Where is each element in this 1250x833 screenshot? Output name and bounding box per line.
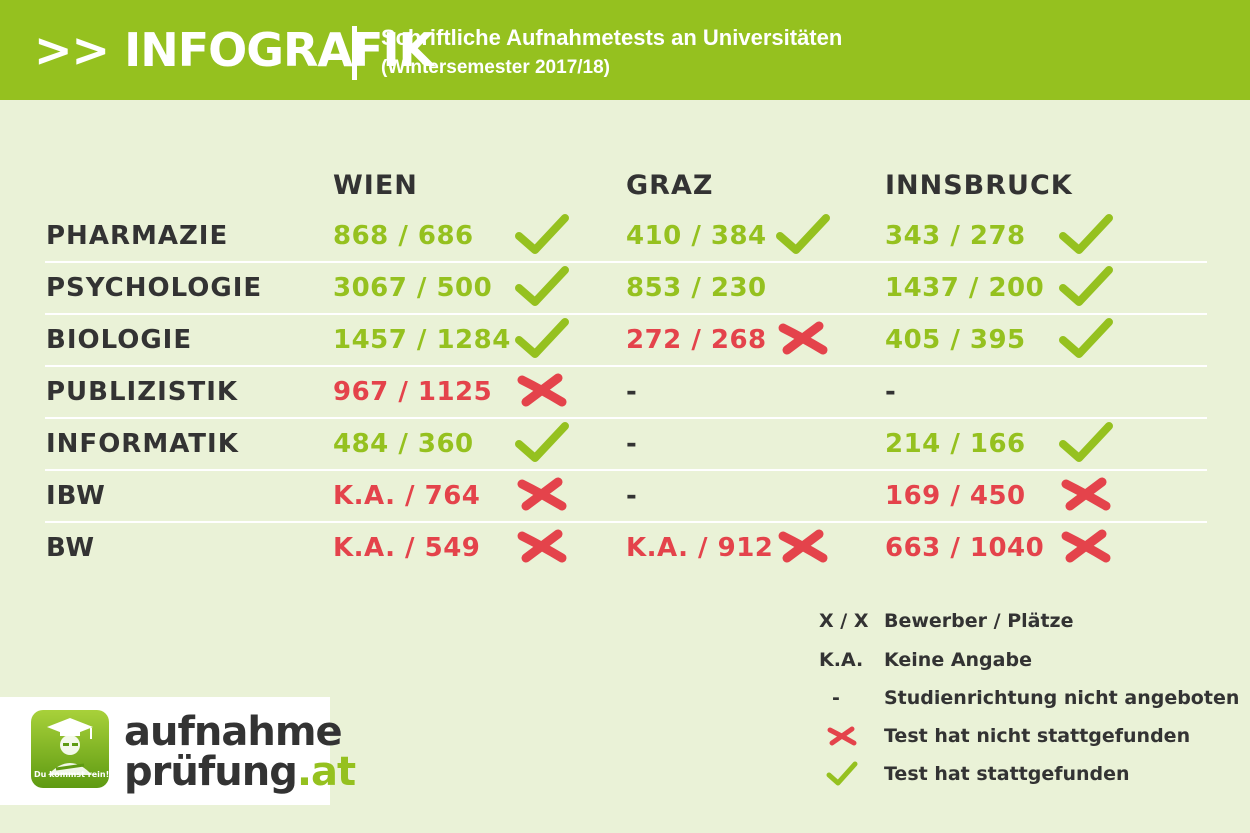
column-header-innsbruck: INNSBRUCK bbox=[885, 170, 1073, 201]
check-icon bbox=[1058, 264, 1114, 310]
logo-wordmark-line2: prüfung.at bbox=[124, 749, 356, 795]
legend-description: Keine Angabe bbox=[884, 649, 1032, 671]
cell-value: 967 / 1125 bbox=[333, 377, 493, 407]
legend-key: X / X bbox=[819, 610, 869, 632]
header-separator bbox=[352, 26, 357, 80]
legend-description: Test hat nicht stattgefunden bbox=[884, 725, 1191, 747]
row-label-bw: BW bbox=[46, 533, 96, 563]
cell-value: K.A. / 764 bbox=[333, 481, 481, 511]
legend-key: K.A. bbox=[819, 649, 864, 671]
cell-value: K.A. / 912 bbox=[626, 533, 774, 563]
cell-value: 484 / 360 bbox=[333, 429, 474, 459]
check-icon bbox=[514, 264, 570, 310]
check-icon bbox=[775, 212, 831, 258]
cross-icon bbox=[514, 524, 570, 570]
cell-value: 663 / 1040 bbox=[885, 533, 1045, 563]
cell-value: 405 / 395 bbox=[885, 325, 1026, 355]
legend-check-icon bbox=[826, 760, 858, 788]
check-icon bbox=[1058, 420, 1114, 466]
logo: Du kommst rein! aufnahme prüfung.at bbox=[0, 697, 356, 805]
row-label-psychologie: PSYCHOLOGIE bbox=[46, 273, 263, 303]
cell-value: - bbox=[626, 377, 638, 407]
cell-value: K.A. / 549 bbox=[333, 533, 481, 563]
cell-value: 3067 / 500 bbox=[333, 273, 493, 303]
cell-value: - bbox=[626, 481, 638, 511]
graduate-badge-icon bbox=[31, 710, 109, 788]
row-label-publizistik: PUBLIZISTIK bbox=[46, 377, 239, 407]
cell-value: 214 / 166 bbox=[885, 429, 1026, 459]
cell-value: - bbox=[885, 377, 897, 407]
cell-value: 1437 / 200 bbox=[885, 273, 1045, 303]
row-label-biologie: BIOLOGIE bbox=[46, 325, 193, 355]
legend-cross-icon bbox=[826, 722, 858, 750]
column-header-wien: WIEN bbox=[333, 170, 418, 201]
cross-icon bbox=[775, 524, 831, 570]
cell-value: - bbox=[626, 429, 638, 459]
row-divider bbox=[45, 261, 1207, 263]
row-divider bbox=[45, 417, 1207, 419]
cross-icon bbox=[514, 368, 570, 414]
badge-caption: Du kommst rein! bbox=[34, 770, 110, 779]
cross-icon bbox=[514, 472, 570, 518]
logo-word: prüfung bbox=[124, 749, 298, 795]
check-icon bbox=[1058, 212, 1114, 258]
logo-wordmark-line1: aufnahme bbox=[124, 709, 343, 755]
legend-description: Bewerber / Plätze bbox=[884, 610, 1074, 632]
cross-icon bbox=[1058, 524, 1114, 570]
legend-key: - bbox=[832, 687, 840, 709]
check-icon bbox=[514, 212, 570, 258]
check-icon bbox=[1058, 316, 1114, 362]
cell-value: 868 / 686 bbox=[333, 221, 474, 251]
row-label-informatik: INFORMATIK bbox=[46, 429, 239, 459]
row-label-ibw: IBW bbox=[46, 481, 106, 511]
cell-value: 410 / 384 bbox=[626, 221, 767, 251]
cell-value: 343 / 278 bbox=[885, 221, 1026, 251]
row-divider bbox=[45, 469, 1207, 471]
header-subtitle: Schriftliche Aufnahmetests an Universitä… bbox=[381, 25, 843, 50]
legend-description: Test hat stattgefunden bbox=[884, 763, 1130, 785]
cross-icon bbox=[775, 316, 831, 362]
check-icon bbox=[514, 420, 570, 466]
cell-value: 1457 / 1284 bbox=[333, 325, 511, 355]
row-divider bbox=[45, 365, 1207, 367]
logo-tld: .at bbox=[296, 749, 356, 795]
cell-value: 272 / 268 bbox=[626, 325, 767, 355]
check-icon bbox=[514, 316, 570, 362]
cross-icon bbox=[1058, 472, 1114, 518]
column-header-graz: GRAZ bbox=[626, 170, 714, 201]
legend-description: Studienrichtung nicht angeboten bbox=[884, 687, 1240, 709]
row-divider bbox=[45, 313, 1207, 315]
row-divider bbox=[45, 521, 1207, 523]
cell-value: 853 / 230 bbox=[626, 273, 767, 303]
row-label-pharmazie: PHARMAZIE bbox=[46, 221, 229, 251]
infografik-title: >> INFOGRAFIK bbox=[34, 23, 434, 77]
header-semester: (Wintersemester 2017/18) bbox=[381, 57, 611, 78]
header-banner: >> INFOGRAFIK Schriftliche Aufnahmetests… bbox=[0, 0, 1250, 100]
cell-value: 169 / 450 bbox=[885, 481, 1026, 511]
